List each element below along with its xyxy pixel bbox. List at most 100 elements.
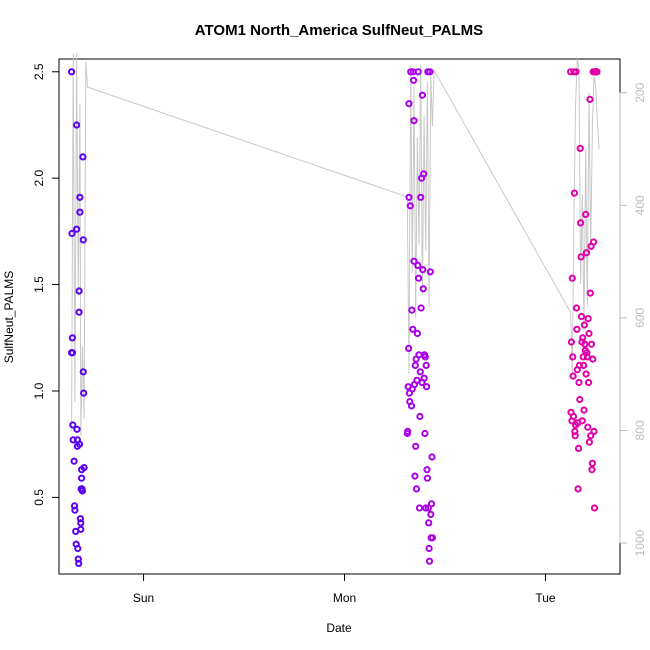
data-point-s2-52	[424, 504, 432, 512]
data-point-s3-22	[575, 361, 584, 369]
data-point-s3-41	[583, 353, 591, 361]
y-tick-label-1: 0.5	[32, 489, 46, 506]
plot-frame	[58, 58, 621, 575]
x-tick-label-1: Sun	[133, 591, 154, 605]
data-point-s2-4	[405, 344, 413, 352]
data-point-s2-29	[415, 274, 423, 282]
data-point-s3-6	[569, 353, 577, 361]
data-point-s2-18	[410, 257, 418, 265]
data-point-s1-33	[78, 487, 87, 495]
y2-tick-label-1: 200	[633, 82, 647, 102]
data-point-s1-27	[77, 519, 85, 527]
data-point-s1-22	[75, 308, 83, 316]
data-point-s2-11	[407, 402, 416, 410]
y2-tick-label-4: 800	[633, 420, 647, 440]
data-point-s3-16	[573, 325, 581, 333]
data-point-s3-54	[589, 355, 597, 363]
data-point-s3-35	[581, 340, 589, 348]
data-point-s1-1	[68, 68, 76, 76]
data-point-s2-2	[404, 427, 412, 435]
data-point-s2-28	[414, 68, 422, 76]
data-point-s2-62	[428, 534, 436, 542]
data-point-s3-58	[590, 504, 599, 512]
y2-tick-label-2: 400	[633, 195, 647, 215]
data-point-s3-32	[580, 361, 588, 369]
data-point-s3-3	[567, 338, 576, 346]
data-point-s3-34	[580, 321, 589, 329]
data-point-s1-5	[68, 349, 77, 357]
data-point-s1-34	[79, 153, 87, 161]
data-point-s2-57	[426, 268, 434, 276]
data-point-s3-53	[588, 459, 597, 467]
data-point-s3-23	[576, 395, 584, 404]
data-point-s3-45	[585, 329, 593, 338]
data-point-s1-20	[75, 559, 83, 568]
data-point-s3-43	[584, 315, 592, 323]
data-point-s2-47	[422, 361, 430, 369]
data-point-s3-48	[586, 289, 594, 297]
data-point-s3-29	[578, 417, 586, 425]
pressure-trace-layer	[71, 53, 600, 437]
data-point-s2-17	[410, 117, 418, 125]
data-point-s3-39	[582, 249, 591, 257]
data-point-s2-30	[415, 351, 423, 359]
data-point-s3-12	[571, 432, 579, 440]
data-point-s1-8	[70, 457, 78, 465]
data-point-s3-8	[569, 412, 578, 421]
data-point-s2-45	[421, 353, 429, 361]
data-point-s2-56	[426, 68, 434, 76]
data-point-s1-38	[80, 464, 88, 472]
y-axis: 0.5 1.0 1.5 2.0 2.5	[32, 63, 60, 506]
x-tick-label-2: Mon	[333, 591, 356, 605]
data-point-s3-21	[575, 378, 583, 387]
data-point-s2-42	[420, 374, 428, 382]
points-layer	[68, 68, 601, 568]
data-point-s1-24	[76, 208, 84, 216]
data-point-s3-57	[590, 427, 598, 435]
data-point-s1-3	[68, 334, 77, 342]
y2-tick-label-5: 1000	[633, 529, 647, 556]
data-point-s2-33	[416, 368, 424, 376]
data-point-s2-39	[419, 266, 427, 274]
data-point-s1-25	[76, 193, 84, 201]
data-point-s3-37	[582, 210, 590, 218]
data-point-s1-10	[71, 506, 79, 514]
data-point-s2-54	[425, 544, 433, 553]
data-point-s2-60	[428, 500, 436, 508]
data-point-s2-58	[427, 510, 435, 519]
data-point-s3-27	[577, 312, 586, 321]
data-point-s1-15	[73, 425, 81, 433]
data-point-s2-12	[408, 306, 416, 314]
pressure-trace-line	[71, 53, 600, 437]
x-axis: Sun Mon Tue	[133, 573, 556, 605]
data-point-s3-14	[572, 68, 580, 76]
data-point-s3-25	[577, 219, 585, 227]
y2-axis: 200 400 600 800 1000	[619, 82, 647, 556]
data-point-s2-20	[411, 472, 419, 480]
data-point-s3-47	[586, 95, 594, 104]
data-point-s1-13	[73, 121, 81, 129]
data-point-s3-19	[574, 485, 582, 493]
data-point-s3-38	[582, 370, 590, 378]
data-point-s2-27	[414, 261, 422, 269]
data-point-s3-26	[577, 253, 585, 261]
data-point-s3-15	[572, 304, 581, 312]
data-point-s2-10	[407, 68, 415, 76]
x-axis-label: Date	[326, 621, 352, 635]
chart-title: ATOM1 North_America SulfNeut_PALMS	[195, 22, 483, 39]
data-point-s3-56	[590, 238, 598, 246]
data-point-s2-48	[423, 383, 431, 391]
data-point-s2-32	[416, 412, 424, 421]
data-point-s3-31	[579, 353, 587, 361]
data-point-s2-50	[423, 474, 431, 482]
data-point-s3-42	[584, 423, 592, 431]
data-point-s1-31	[78, 474, 86, 482]
data-point-s2-53	[425, 519, 433, 527]
data-point-s3-44	[585, 378, 593, 387]
data-point-s1-14	[73, 225, 81, 233]
data-point-s1-35	[79, 236, 87, 244]
data-point-s1-18	[74, 544, 82, 553]
data-point-s2-35	[417, 304, 425, 312]
data-point-s2-31	[415, 504, 424, 512]
